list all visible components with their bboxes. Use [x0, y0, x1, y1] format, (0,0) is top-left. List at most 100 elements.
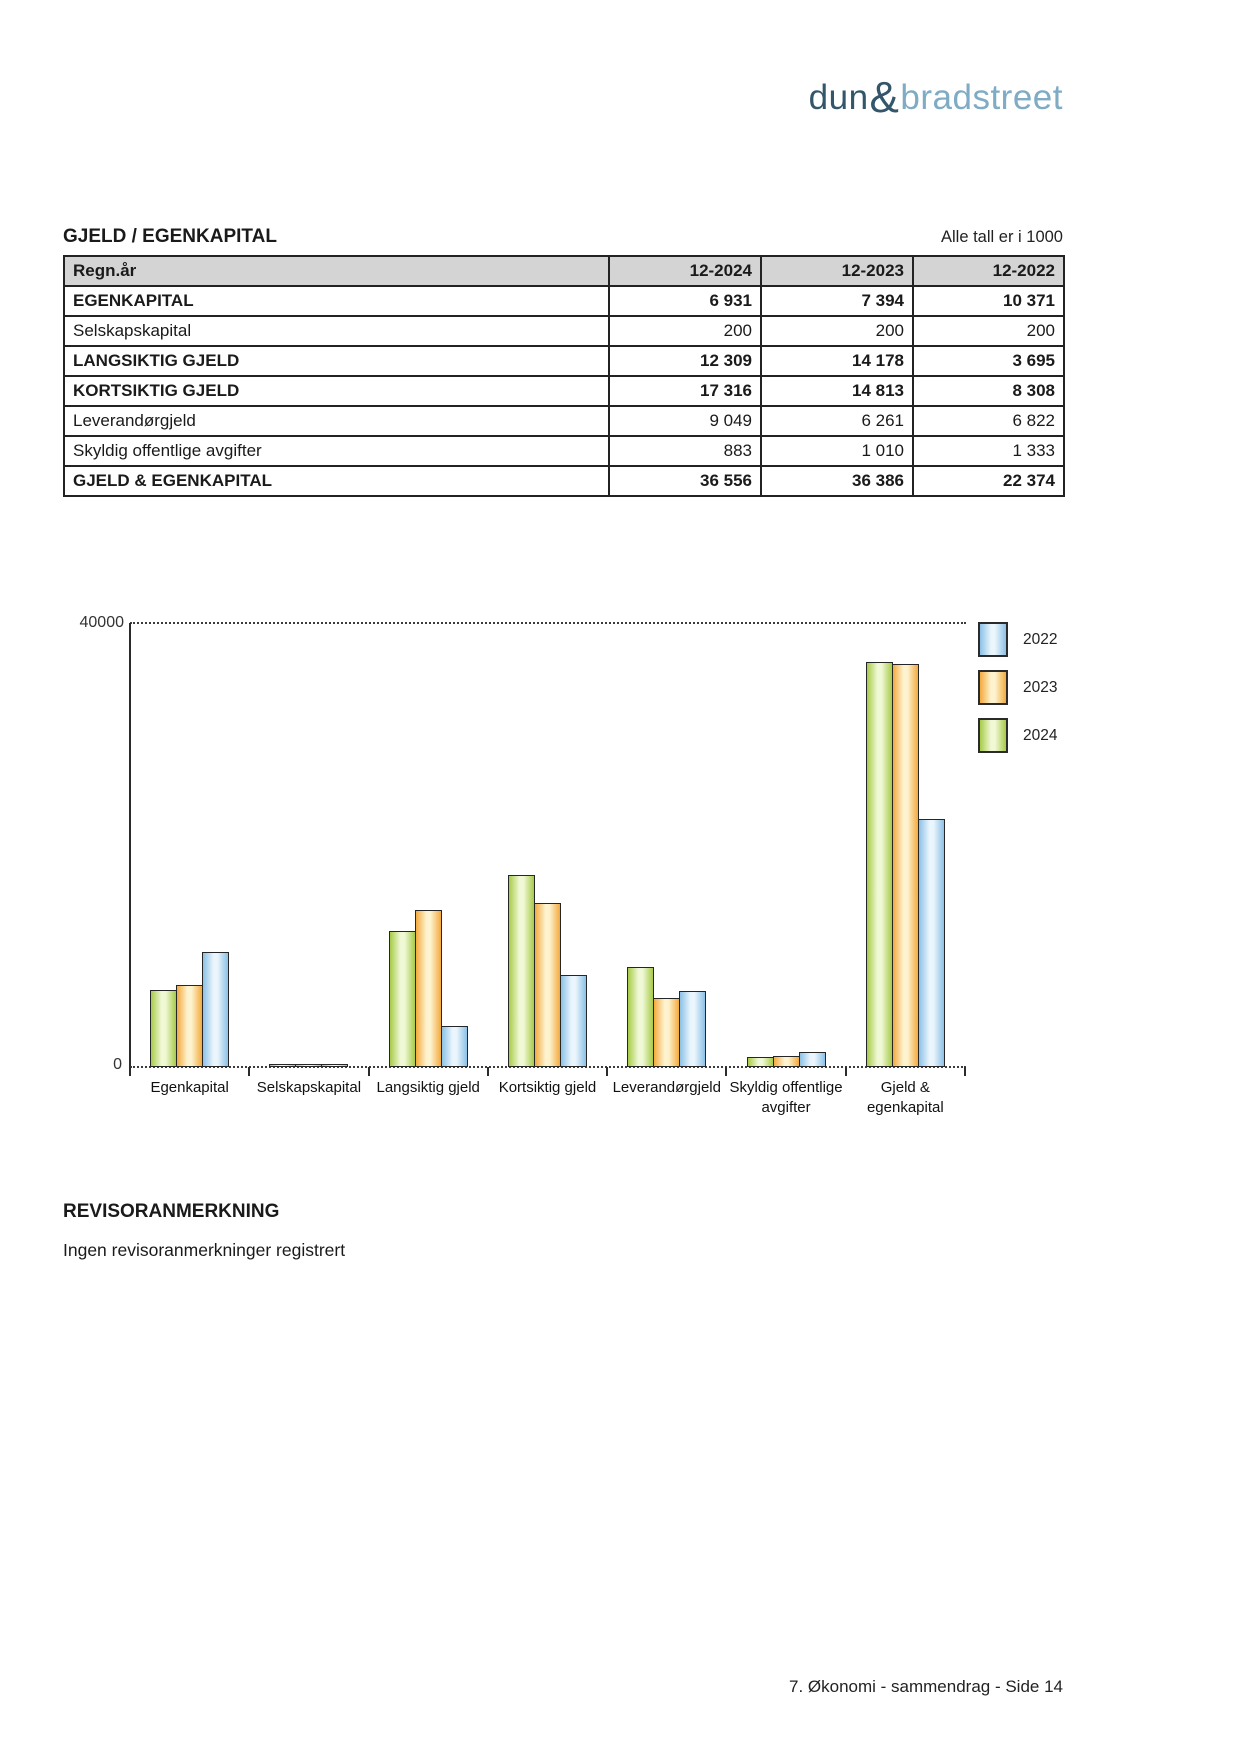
category-label: Gjeld & egenkapital [866, 1079, 944, 1116]
category-label: Egenkapital [150, 1079, 229, 1096]
legend-swatch-2024 [978, 718, 1008, 753]
financial-table: Regn.år 12-2024 12-2023 12-2022 EGENKAPITAL… [63, 255, 1065, 497]
row-label: Leverandørgjeld [63, 405, 610, 437]
legend-label: 2022 [1023, 630, 1058, 648]
row-label: KORTSIKTIG GJELD [63, 375, 610, 407]
bar-group [726, 624, 845, 1067]
bar-2022 [440, 1026, 468, 1067]
row-value: 8 308 [912, 375, 1065, 407]
axis-tick [845, 1067, 847, 1076]
dun-bradstreet-logo: dun&bradstreet [808, 70, 1063, 122]
row-value: 10 371 [912, 285, 1065, 317]
y-axis-line [129, 623, 131, 1067]
axis-tick [487, 1067, 489, 1076]
row-value: 9 049 [608, 405, 762, 437]
bar-2024 [865, 662, 893, 1067]
column-header-year: 12-2023 [760, 255, 914, 287]
bar-2022 [559, 975, 587, 1067]
row-value: 36 556 [608, 465, 762, 497]
row-value: 14 813 [760, 375, 914, 407]
page-footer: 7. Økonomi - sammendrag - Side 14 [788, 1677, 1063, 1696]
chart-legend: 2022 2023 2024 [978, 622, 1057, 766]
financial-table-body: EGENKAPITAL 6 931 7 394 10 371 Selskapskapit… [63, 285, 1065, 497]
column-header-label: Regn.år [63, 255, 610, 287]
table-row: Skyldig offentlige avgifter 883 1 010 1 333 [63, 435, 1065, 467]
table-row: KORTSIKTIG GJELD 17 316 14 813 8 308 [63, 375, 1065, 407]
section-title-row: GJELD / EGENKAPITAL Alle tall er i 1000 [63, 226, 1063, 248]
row-value: 1 333 [912, 435, 1065, 467]
financial-table-head: Regn.år 12-2024 12-2023 12-2022 [63, 255, 1065, 287]
axis-tick [129, 1067, 131, 1076]
category-label: Kortsiktig gjeld [498, 1079, 597, 1096]
bar-2024 [746, 1057, 774, 1067]
ampersand-icon: & [869, 73, 900, 122]
legend-label: 2024 [1023, 726, 1058, 744]
row-label: Selskapskapital [63, 315, 610, 347]
row-value: 883 [608, 435, 762, 467]
logo-text-bradstreet: bradstreet [900, 78, 1063, 117]
legend-swatch-2023 [978, 670, 1008, 705]
chart-plot: Egenkapital Selskapskapital Langsiktig gje… [129, 624, 966, 1116]
column-header-year: 12-2022 [912, 255, 1065, 287]
table-row: EGENKAPITAL 6 931 7 394 10 371 [63, 285, 1065, 317]
x-axis-baseline [130, 1066, 966, 1068]
row-value: 12 309 [608, 345, 762, 377]
table-row: GJELD & EGENKAPITAL 36 556 36 386 22 374 [63, 465, 1065, 497]
legend-item: 2024 [978, 718, 1057, 753]
row-value: 6 822 [912, 405, 1065, 437]
bar-group [846, 624, 965, 1067]
row-value: 200 [760, 315, 914, 347]
axis-tick [368, 1067, 370, 1076]
auditor-note-heading: REVISORANMERKNING [63, 1201, 280, 1222]
section-title: GJELD / EGENKAPITAL [63, 226, 277, 247]
bar-2022 [679, 991, 707, 1067]
bar-2024 [627, 967, 655, 1067]
table-header-row: Regn.år 12-2024 12-2023 12-2022 [63, 255, 1065, 287]
unit-note: Alle tall er i 1000 [941, 228, 1063, 246]
row-value: 17 316 [608, 375, 762, 407]
bar-group [249, 624, 368, 1067]
y-axis-zero-label: 0 [113, 1056, 122, 1073]
legend-item: 2023 [978, 670, 1057, 705]
row-value: 7 394 [760, 285, 914, 317]
axis-tick [725, 1067, 727, 1076]
row-value: 200 [912, 315, 1065, 347]
row-value: 1 010 [760, 435, 914, 467]
table-row: Selskapskapital 200 200 200 [63, 315, 1065, 347]
bar-2024 [269, 1064, 297, 1067]
bar-2024 [388, 931, 416, 1067]
row-label: GJELD & EGENKAPITAL [63, 465, 610, 497]
legend-swatch-2022 [978, 622, 1008, 657]
category-label: Leverandørgjeld [612, 1079, 721, 1096]
column-header-year: 12-2024 [608, 255, 762, 287]
legend-item: 2022 [978, 622, 1057, 657]
bar-2023 [295, 1064, 323, 1067]
category-label: Skyldig offentlige avgifter [729, 1079, 843, 1116]
row-value: 36 386 [760, 465, 914, 497]
bar-2023 [533, 903, 561, 1067]
bar-2023 [414, 910, 442, 1067]
axis-tick [248, 1067, 250, 1076]
auditor-note-body: Ingen revisoranmerkninger registrert [63, 1240, 346, 1260]
category-label: Selskapskapital [256, 1079, 362, 1096]
logo-text-dun: dun [808, 78, 869, 117]
row-value: 6 931 [608, 285, 762, 317]
bar-2023 [772, 1056, 800, 1067]
axis-tick [606, 1067, 608, 1076]
bar-group [607, 624, 726, 1067]
category-label: Langsiktig gjeld [376, 1079, 480, 1096]
row-label: EGENKAPITAL [63, 285, 610, 317]
bar-2022 [321, 1064, 349, 1067]
row-label: LANGSIKTIG GJELD [63, 345, 610, 377]
bar-2023 [176, 985, 204, 1067]
bar-2023 [891, 664, 919, 1067]
bar-2022 [202, 952, 230, 1067]
bar-2024 [150, 990, 178, 1067]
table-row: LANGSIKTIG GJELD 12 309 14 178 3 695 [63, 345, 1065, 377]
row-value: 200 [608, 315, 762, 347]
bar-2022 [917, 819, 945, 1067]
bar-2024 [507, 875, 535, 1067]
bar-group [369, 624, 488, 1067]
row-label: Skyldig offentlige avgifter [63, 435, 610, 467]
